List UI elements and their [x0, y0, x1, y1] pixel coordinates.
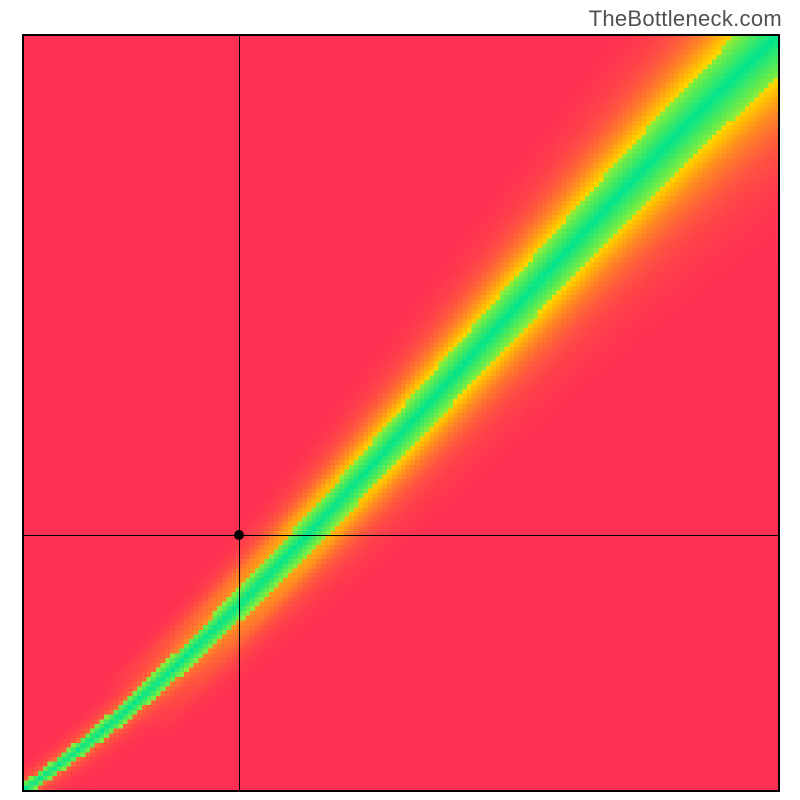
heatmap-canvas: [24, 36, 778, 790]
crosshair-horizontal: [24, 535, 778, 536]
data-point-marker: [234, 530, 244, 540]
chart-container: TheBottleneck.com: [0, 0, 800, 800]
watermark-text: TheBottleneck.com: [589, 6, 782, 32]
plot-area: [22, 34, 780, 792]
crosshair-vertical: [239, 36, 240, 790]
